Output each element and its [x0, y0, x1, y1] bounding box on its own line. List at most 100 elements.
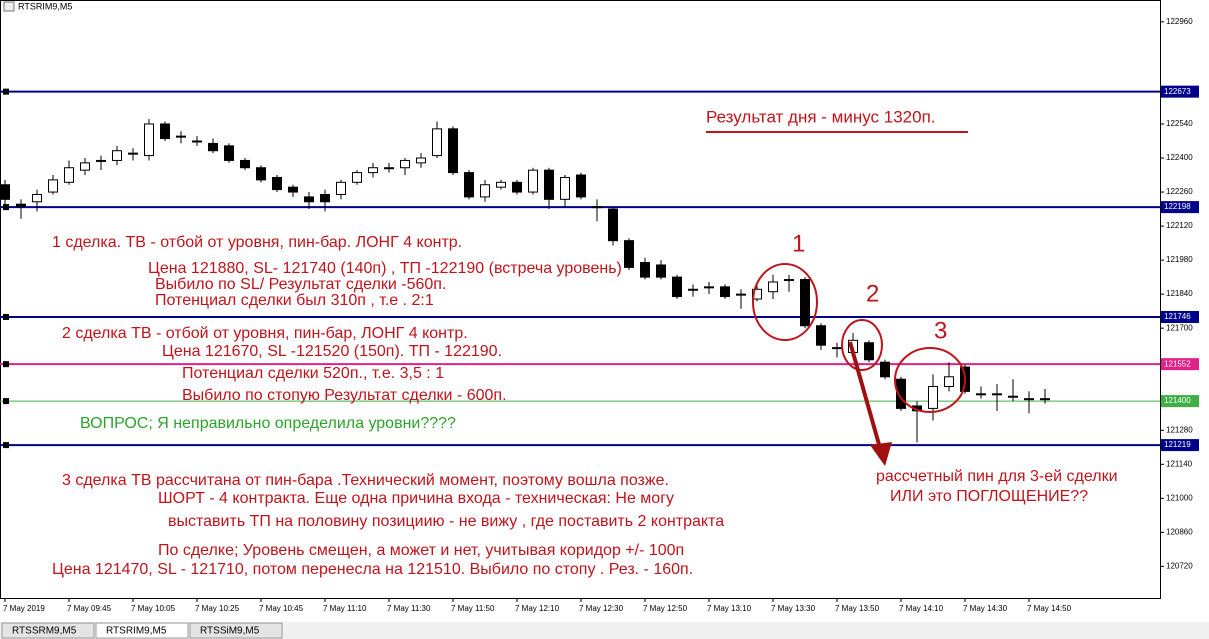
level-marker: [3, 88, 9, 95]
candle-body: [112, 150, 122, 161]
candle-body: [240, 159, 250, 169]
tab[interactable]: [1, 622, 95, 639]
candle-body: [320, 193, 330, 203]
candle-body: [0, 184, 10, 200]
candle-body: [800, 279, 810, 327]
candle-body: [1024, 398, 1034, 401]
tab-label[interactable]: RTSRIM9,M5: [106, 626, 167, 637]
x-tick-label: 7 May 12:30: [579, 604, 624, 613]
candle-body: [544, 169, 554, 200]
candle-body: [64, 167, 74, 183]
y-tick-label: 122120: [1166, 221, 1193, 230]
level-label-bg: [1161, 201, 1199, 214]
annotation: 3 сделка ТВ рассчитана от пин-бара .Техн…: [62, 472, 669, 489]
level-marker: [3, 313, 9, 320]
annotation: Выбило по стопую Результат сделки - 600п…: [182, 387, 507, 404]
annotation: Результат дня - минус 1320п.: [706, 107, 936, 126]
circle-1: [752, 263, 818, 341]
candle-body: [288, 186, 298, 193]
level-label-bg: [1161, 395, 1199, 408]
y-tick-label: 121280: [1166, 425, 1193, 434]
level-marker: [3, 442, 9, 449]
annotation: Цена 121670, SL -121520 (150п). ТП - 122…: [162, 343, 502, 360]
candle-body: [48, 179, 58, 193]
candle-body: [496, 181, 506, 188]
candle-body: [208, 142, 218, 152]
x-tick-label: 7 May 12:10: [515, 604, 560, 613]
candle-body: [944, 376, 954, 388]
level-label-bg: [1161, 85, 1199, 98]
level-label: 121552: [1164, 359, 1191, 368]
candle-body: [864, 342, 874, 361]
candle-body: [672, 276, 682, 298]
candle-body: [592, 206, 602, 209]
candle-body: [336, 181, 346, 195]
arrow-shaft: [848, 341, 882, 449]
candle-body: [880, 361, 890, 378]
candle-body: [368, 167, 378, 174]
candle-body: [736, 293, 746, 296]
level-marker: [3, 361, 9, 368]
tab[interactable]: [189, 622, 283, 639]
annotation: ШОРТ - 4 контракта. Еще одна причина вхо…: [158, 490, 674, 507]
candle-body: [416, 157, 426, 164]
candle-body: [720, 286, 730, 298]
candle-body: [256, 167, 266, 181]
x-tick-label: 7 May 14:10: [899, 604, 944, 613]
candle-body: [624, 240, 634, 268]
tab-label[interactable]: RTSSiM9,M5: [200, 626, 260, 637]
candle-body: [784, 279, 794, 282]
x-tick-label: 7 May 14:50: [1027, 604, 1072, 613]
chart-icon: [3, 1, 15, 12]
candle-body: [688, 288, 698, 291]
chart-title: RTSRIM9,M5: [18, 1, 72, 11]
candle-body: [400, 159, 410, 169]
x-tick-label: 7 May 13:30: [771, 604, 816, 613]
annotation: 3: [934, 317, 947, 344]
x-tick-label: 7 May 13:50: [835, 604, 880, 613]
candle-body: [896, 378, 906, 409]
level-marker: [3, 398, 9, 405]
candle-body: [480, 184, 490, 198]
annotation: 1 сделка. ТВ - отбой от уровня, пин-бар.…: [52, 234, 462, 251]
annotation: Цена 121470, SL - 121710, потом перенесл…: [52, 561, 693, 578]
y-tick-label: 121000: [1166, 493, 1193, 502]
annotation: ВОПРОС; Я неправильно определила уровни?…: [80, 415, 456, 432]
candle-body: [992, 393, 1002, 396]
tab-bar: [0, 622, 1209, 639]
annotation: Потенциал сделки 520п., т.е. 3,5 : 1: [182, 365, 444, 382]
candle-body: [528, 169, 538, 193]
tab-label[interactable]: RTSSRM9,M5: [12, 626, 77, 637]
level-label: 121219: [1164, 440, 1191, 449]
annotation: Выбило по SL/ Результат сделки -560п.: [155, 276, 446, 293]
annotation: По сделке; Уровень смещен, а может и нет…: [158, 542, 684, 559]
candle-body: [640, 262, 650, 278]
level-marker: [3, 204, 9, 211]
y-tick-label: 121980: [1166, 255, 1193, 264]
candle-body: [576, 174, 586, 198]
candle-body: [752, 288, 762, 300]
level-label: 121746: [1164, 312, 1191, 321]
annotation: Потенциал сделки был 310п , т.е . 2:1: [155, 292, 434, 309]
x-tick-label: 7 May 09:45: [67, 604, 112, 613]
annotation: 2 сделка ТВ - отбой от уровня, пин-бар, …: [62, 325, 468, 342]
y-tick-label: 120860: [1166, 527, 1193, 536]
annotation: рассчетный пин для 3-ей сделки: [876, 468, 1118, 485]
level-label: 122673: [1164, 87, 1191, 96]
annotation: ИЛИ это ПОГЛОЩЕНИЕ??: [890, 488, 1088, 505]
candle-body: [192, 140, 202, 143]
x-tick-label: 7 May 10:05: [131, 604, 176, 613]
tab[interactable]: [95, 622, 189, 639]
candle-body: [928, 386, 938, 409]
annotation: 2: [866, 280, 879, 307]
y-tick-label: 121840: [1166, 289, 1193, 298]
candle-body: [704, 286, 714, 289]
level-label: 121400: [1164, 396, 1191, 405]
candle-body: [80, 162, 90, 171]
candle-body: [272, 176, 282, 191]
candle-body: [448, 128, 458, 174]
candle-body: [160, 123, 170, 140]
candle-body: [432, 128, 442, 157]
